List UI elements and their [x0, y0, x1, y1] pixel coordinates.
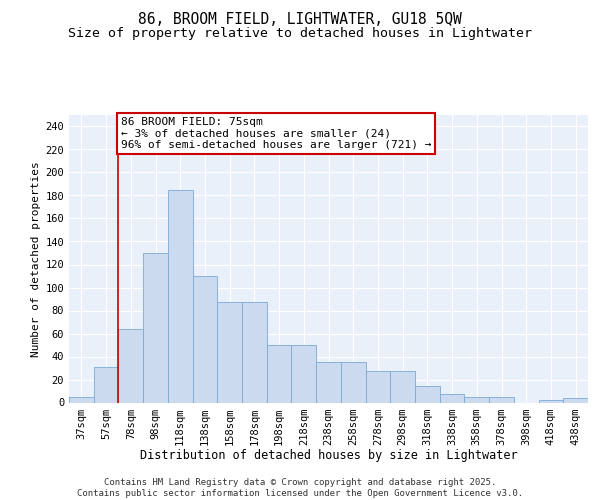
Y-axis label: Number of detached properties: Number of detached properties [31, 161, 41, 356]
Text: 86, BROOM FIELD, LIGHTWATER, GU18 5QW: 86, BROOM FIELD, LIGHTWATER, GU18 5QW [138, 12, 462, 28]
Bar [292, 345, 316, 403]
Bar [341, 362, 365, 403]
Bar [118, 329, 143, 402]
Bar [415, 386, 440, 402]
Bar [539, 400, 563, 402]
Bar [193, 276, 217, 402]
Bar [440, 394, 464, 402]
Bar [464, 397, 489, 402]
Bar [69, 397, 94, 402]
Bar [168, 190, 193, 402]
Text: Size of property relative to detached houses in Lightwater: Size of property relative to detached ho… [68, 28, 532, 40]
Bar [316, 362, 341, 403]
Bar [217, 302, 242, 402]
Text: 86 BROOM FIELD: 75sqm
← 3% of detached houses are smaller (24)
96% of semi-detac: 86 BROOM FIELD: 75sqm ← 3% of detached h… [121, 118, 431, 150]
Bar [563, 398, 588, 402]
Bar [390, 372, 415, 402]
Bar [489, 397, 514, 402]
Bar [267, 345, 292, 403]
Text: Contains HM Land Registry data © Crown copyright and database right 2025.
Contai: Contains HM Land Registry data © Crown c… [77, 478, 523, 498]
Bar [242, 302, 267, 402]
X-axis label: Distribution of detached houses by size in Lightwater: Distribution of detached houses by size … [140, 449, 517, 462]
Bar [94, 367, 118, 402]
Bar [143, 253, 168, 402]
Bar [365, 372, 390, 402]
